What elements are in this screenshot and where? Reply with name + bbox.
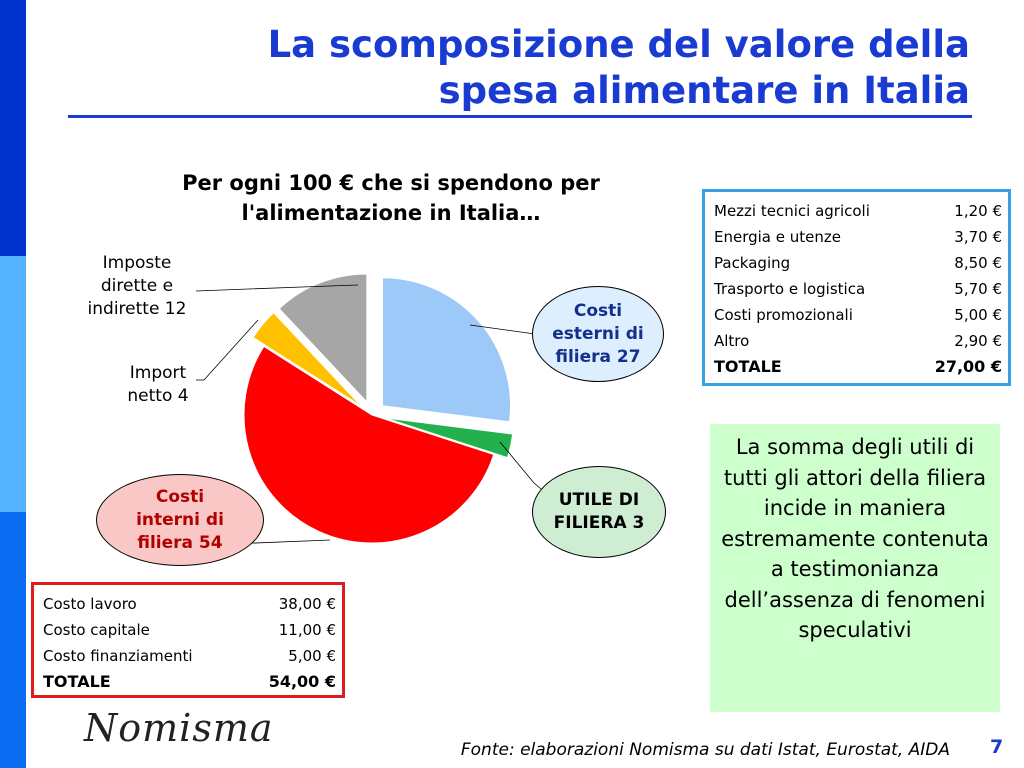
table-interni-grid: Costo lavoro 38,00 € Costo capitale 11,00 …: [43, 591, 336, 695]
chart-title: Per ogni 100 € che si spendono per l'ali…: [182, 171, 600, 225]
table-total-row: TOTALE 54,00 €: [43, 669, 336, 695]
row-value: 5,00 €: [288, 647, 336, 665]
bubble-esterni-line3: filiera 27: [555, 346, 641, 367]
page-number: 7: [990, 736, 1004, 758]
table-row: Costi promozionali 5,00 €: [714, 302, 1002, 328]
row-value: 5,00 €: [954, 306, 1002, 324]
row-value: 11,00 €: [278, 621, 336, 639]
nomisma-logo: Nomisma: [84, 706, 274, 750]
leader-import: [196, 319, 259, 381]
source-note: Fonte: elaborazioni Nomisma su dati Ista…: [460, 740, 950, 760]
row-value: 1,20 €: [954, 202, 1002, 220]
pie-slices: [243, 273, 514, 544]
bubble-interni-line2: interni di: [136, 509, 224, 530]
side-band-middle: [0, 256, 26, 512]
table-row: Trasporto e logistica 5,70 €: [714, 276, 1002, 302]
bubble-esterni-line1: Costi: [573, 300, 623, 321]
table-costi-esterni: Mezzi tecnici agricoli 1,20 € Energia e u…: [702, 189, 1011, 386]
bubble-utile-line2: FILIERA 3: [553, 513, 645, 533]
bubble-interni-line3: filiera 54: [137, 532, 223, 553]
label-import-line1: Import: [129, 363, 187, 383]
table-row: Costo finanziamenti 5,00 €: [43, 643, 336, 669]
table-total-row: TOTALE 27,00 €: [714, 354, 1002, 380]
bubble-costi-esterni: Costi esterni di filiera 27: [532, 286, 664, 382]
table-row: Energia e utenze 3,70 €: [714, 224, 1002, 250]
table-esterni-grid: Mezzi tecnici agricoli 1,20 € Energia e u…: [714, 198, 1002, 380]
table-costi-interni: Costo lavoro 38,00 € Costo capitale 11,00 …: [31, 582, 345, 698]
bubble-interni-line1: Costi: [155, 486, 205, 507]
table-row: Altro 2,90 €: [714, 328, 1002, 354]
leader-imposte: [195, 284, 359, 292]
row-value: 8,50 €: [954, 254, 1002, 272]
label-imposte-line1: Imposte: [102, 253, 172, 273]
row-label: Mezzi tecnici agricoli: [714, 202, 870, 220]
total-label: TOTALE: [43, 672, 111, 691]
table-row: Packaging 8,50 €: [714, 250, 1002, 276]
slide-title: La scomposizione del valore della spesa …: [90, 22, 970, 114]
label-imposte-line2: dirette e: [100, 276, 174, 296]
pie-slice-3: [252, 312, 362, 407]
slide-title-line1: La scomposizione del valore della: [267, 23, 970, 66]
row-label: Packaging: [714, 254, 791, 272]
bubble-costi-interni: Costi interni di filiera 54: [96, 474, 264, 566]
table-row: Costo lavoro 38,00 €: [43, 591, 336, 617]
table-row: Mezzi tecnici agricoli 1,20 €: [714, 198, 1002, 224]
pie-slice-1: [385, 417, 514, 459]
row-label: Trasporto e logistica: [714, 280, 866, 298]
row-value: 38,00 €: [278, 595, 336, 613]
total-value: 54,00 €: [268, 672, 336, 691]
label-import: Import netto 4: [108, 362, 208, 408]
label-import-line2: netto 4: [127, 386, 189, 406]
row-label: Costo lavoro: [43, 595, 137, 613]
leader-esterni: [469, 324, 536, 335]
row-label: Altro: [714, 332, 750, 350]
row-label: Costo capitale: [43, 621, 150, 639]
table-row: Costo capitale 11,00 €: [43, 617, 336, 643]
row-value: 3,70 €: [954, 228, 1002, 246]
pie-slice-2: [243, 345, 495, 544]
bubble-utile-filiera: UTILE DI FILIERA 3: [532, 466, 666, 558]
bubble-esterni-line2: esterni di: [552, 323, 644, 344]
label-imposte: Imposte dirette e indirette 12: [72, 252, 202, 321]
row-label: Costi promozionali: [714, 306, 853, 324]
row-value: 2,90 €: [954, 332, 1002, 350]
slide-title-line2: spesa alimentare in Italia: [438, 69, 970, 112]
side-band-top: [0, 0, 26, 256]
row-label: Costo finanziamenti: [43, 647, 193, 665]
note-box: La somma degli utili di tutti gli attori…: [710, 424, 1000, 712]
row-label: Energia e utenze: [714, 228, 841, 246]
label-imposte-line3: indirette 12: [87, 299, 187, 319]
pie-slice-0: [382, 277, 511, 423]
pie-slice-4: [278, 273, 368, 404]
total-label: TOTALE: [714, 357, 782, 376]
row-value: 5,70 €: [954, 280, 1002, 298]
total-value: 27,00 €: [934, 357, 1002, 376]
bubble-utile-line1: UTILE DI: [558, 490, 640, 510]
title-underline: [68, 115, 972, 118]
side-band-bottom: [0, 512, 26, 768]
